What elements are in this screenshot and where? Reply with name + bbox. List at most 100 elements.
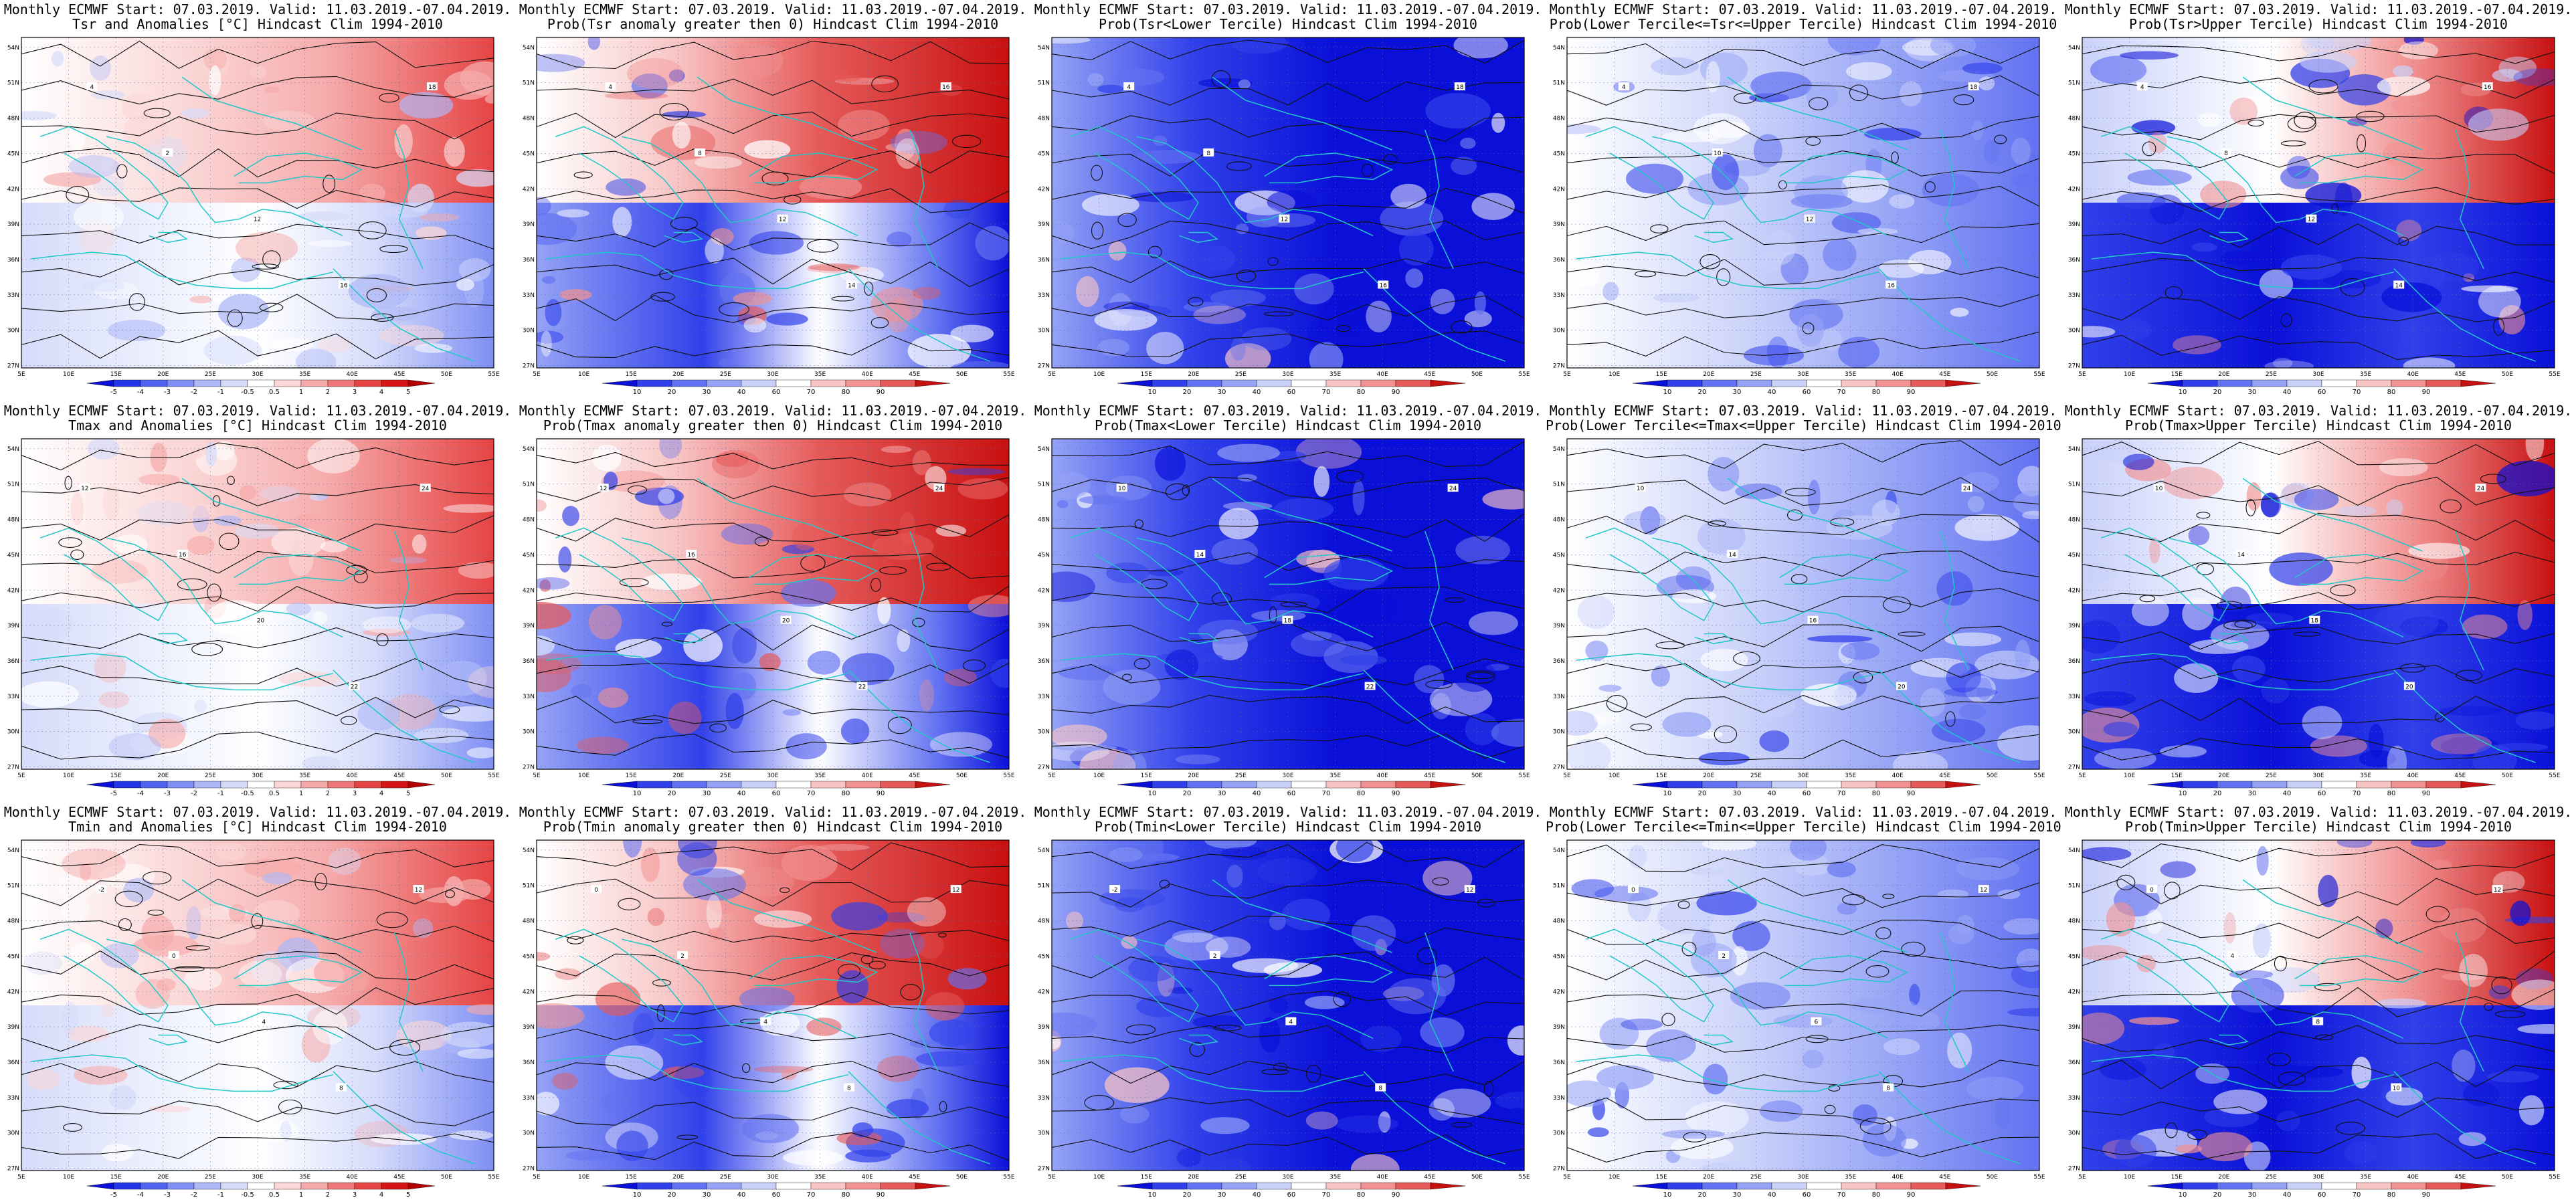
contour-label: 18 bbox=[2311, 618, 2319, 625]
panel-title: Monthly ECMWF Start: 07.03.2019. Valid: … bbox=[1549, 1, 2057, 17]
lon-label: 40E bbox=[2407, 773, 2419, 779]
lat-label: 30N bbox=[7, 1130, 19, 1137]
lon-label: 55E bbox=[488, 773, 499, 779]
contour-label: 20 bbox=[1898, 684, 1906, 691]
colorbar-label: 80 bbox=[842, 790, 850, 797]
lat-label: 51N bbox=[1553, 883, 1565, 890]
colorbar-label: -4 bbox=[137, 1191, 144, 1199]
lon-label: 15E bbox=[626, 1174, 637, 1181]
contour-label: -2 bbox=[98, 887, 104, 894]
graticule bbox=[1052, 37, 1524, 368]
contour-label: 20 bbox=[2405, 684, 2413, 691]
field-layer bbox=[1052, 439, 1524, 769]
panel-subtitle: Prob(Tsr>Upper Tercile) Hindcast Clim 19… bbox=[2129, 16, 2508, 32]
lat-label: 51N bbox=[7, 883, 19, 890]
lon-label: 10E bbox=[1093, 773, 1105, 779]
lon-label: 15E bbox=[2171, 371, 2183, 378]
lon-label: 20E bbox=[672, 1174, 684, 1181]
lat-label: 30N bbox=[7, 729, 19, 736]
map-panel: Monthly ECMWF Start: 07.03.2019. Valid: … bbox=[515, 401, 1030, 803]
colorbar-label: 5 bbox=[406, 790, 410, 797]
colorbar-label: 60 bbox=[1803, 1191, 1811, 1199]
lon-label: 25E bbox=[720, 773, 731, 779]
contour-label: 10 bbox=[1714, 150, 1722, 157]
map-panel: Monthly ECMWF Start: 07.03.2019. Valid: … bbox=[1546, 0, 2061, 401]
colorbar-label: 0.5 bbox=[269, 790, 280, 797]
lat-label: 51N bbox=[7, 482, 19, 488]
lon-label: 5E bbox=[533, 773, 541, 779]
panel-title: Monthly ECMWF Start: 07.03.2019. Valid: … bbox=[2064, 403, 2573, 419]
colorbar-label: 80 bbox=[2387, 389, 2396, 396]
lon-label: 40E bbox=[347, 371, 358, 378]
lon-label: 50E bbox=[956, 773, 968, 779]
map-panel: Monthly ECMWF Start: 07.03.2019. Valid: … bbox=[515, 0, 1030, 401]
lat-label: 54N bbox=[523, 847, 535, 854]
lon-label: 30E bbox=[1282, 371, 1293, 378]
coastlines bbox=[1576, 879, 2021, 1165]
colorbar-label: 70 bbox=[807, 790, 816, 797]
panel-title: Monthly ECMWF Start: 07.03.2019. Valid: … bbox=[3, 1, 512, 17]
lon-label: 30E bbox=[1282, 1174, 1293, 1181]
lat-label: 39N bbox=[1038, 1024, 1050, 1031]
colorbar bbox=[2147, 1182, 2496, 1190]
lon-label: 50E bbox=[1471, 773, 1483, 779]
contour-label: 12 bbox=[254, 217, 261, 223]
lon-label: 50E bbox=[1471, 1174, 1483, 1181]
colorbar-label: 40 bbox=[1768, 790, 1776, 797]
lon-label: 45E bbox=[393, 773, 405, 779]
lat-label: 36N bbox=[7, 658, 19, 665]
colorbar-label: 60 bbox=[2318, 1191, 2326, 1199]
contour-label: 2 bbox=[680, 953, 684, 960]
lat-label: 48N bbox=[2068, 116, 2080, 122]
colorbar-label: 1 bbox=[299, 389, 303, 396]
lat-label: 30N bbox=[2068, 729, 2080, 736]
lon-label: 10E bbox=[63, 773, 74, 779]
field-layer bbox=[1567, 840, 2039, 1171]
colorbar-label: 10 bbox=[1663, 790, 1672, 797]
colorbar-label: -2 bbox=[191, 790, 197, 797]
map-plot: 121620222454N51N48N45N42N39N36N33N30N27N… bbox=[7, 438, 500, 797]
map-panel: Monthly ECMWF Start: 07.03.2019. Valid: … bbox=[1030, 803, 1546, 1204]
map-panel: Monthly ECMWF Start: 07.03.2019. Valid: … bbox=[1546, 401, 2061, 803]
lat-label: 27N bbox=[7, 363, 19, 370]
colorbar-label: 90 bbox=[1907, 389, 1916, 396]
lat-label: 48N bbox=[523, 517, 535, 524]
lat-label: 45N bbox=[2068, 150, 2080, 157]
lon-label: 20E bbox=[1703, 773, 1714, 779]
map-frame bbox=[2082, 438, 2555, 770]
lat-label: 42N bbox=[2068, 587, 2080, 594]
lat-label: 33N bbox=[7, 292, 19, 299]
lat-label: 45N bbox=[1553, 953, 1565, 960]
contour-label: 16 bbox=[942, 84, 950, 91]
lat-label: 42N bbox=[523, 989, 535, 995]
contour-lines bbox=[1052, 841, 1524, 1157]
colorbar-label: 40 bbox=[1253, 790, 1261, 797]
lon-label: 45E bbox=[1424, 773, 1435, 779]
lat-label: 39N bbox=[1553, 221, 1565, 228]
lon-label: 55E bbox=[2033, 371, 2045, 378]
lat-label: 48N bbox=[1553, 517, 1565, 524]
lon-label: 5E bbox=[1048, 773, 1056, 779]
colorbar-label: 5 bbox=[406, 389, 410, 396]
lat-label: 30N bbox=[1038, 1130, 1050, 1137]
lat-label: 36N bbox=[7, 257, 19, 264]
lon-label: 15E bbox=[1141, 773, 1152, 779]
lat-label: 39N bbox=[523, 221, 535, 228]
contour-label: 12 bbox=[2494, 887, 2501, 894]
lat-label: 42N bbox=[2068, 186, 2080, 193]
lat-label: 54N bbox=[2068, 847, 2080, 854]
contour-label: 8 bbox=[847, 1086, 851, 1092]
coastlines bbox=[1061, 76, 1506, 362]
lon-label: 10E bbox=[63, 371, 74, 378]
lon-label: 20E bbox=[672, 371, 684, 378]
contour-label: 16 bbox=[687, 552, 695, 559]
lon-label: 25E bbox=[2266, 371, 2277, 378]
lat-label: 36N bbox=[1553, 658, 1565, 665]
contour-label: 12 bbox=[81, 486, 88, 492]
lat-label: 54N bbox=[7, 45, 19, 52]
lon-label: 20E bbox=[672, 773, 684, 779]
lat-label: 51N bbox=[1038, 80, 1050, 87]
field-layer bbox=[2082, 439, 2555, 769]
colorbar-label: 70 bbox=[1837, 389, 1846, 396]
colorbar-label: 80 bbox=[1872, 790, 1881, 797]
